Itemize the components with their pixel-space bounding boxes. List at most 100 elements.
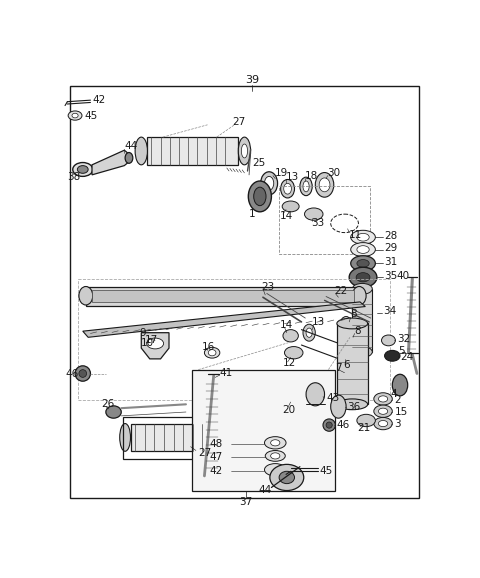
Ellipse shape <box>125 153 133 164</box>
Text: 12: 12 <box>283 358 296 369</box>
Text: 37: 37 <box>240 497 252 507</box>
Ellipse shape <box>384 350 400 361</box>
Text: 23: 23 <box>262 281 275 291</box>
Text: 7: 7 <box>336 363 342 373</box>
Ellipse shape <box>282 201 299 212</box>
Ellipse shape <box>220 431 225 444</box>
Text: 21: 21 <box>357 423 370 433</box>
Ellipse shape <box>254 187 266 206</box>
Ellipse shape <box>352 287 366 305</box>
Text: 36: 36 <box>348 402 361 412</box>
Ellipse shape <box>264 464 286 476</box>
Ellipse shape <box>352 283 372 294</box>
Ellipse shape <box>241 144 248 158</box>
Ellipse shape <box>378 420 388 427</box>
Text: 17: 17 <box>144 335 157 346</box>
Text: 26: 26 <box>101 399 115 409</box>
Ellipse shape <box>303 324 315 341</box>
Text: 27: 27 <box>198 448 212 458</box>
Text: 45: 45 <box>319 466 332 476</box>
Bar <box>279 186 370 254</box>
Bar <box>92 290 354 302</box>
Bar <box>131 424 217 451</box>
Ellipse shape <box>351 230 375 244</box>
Text: 42: 42 <box>92 95 105 105</box>
Text: 8: 8 <box>355 326 361 336</box>
Ellipse shape <box>68 111 82 120</box>
Ellipse shape <box>315 173 334 197</box>
Text: 38: 38 <box>67 172 81 182</box>
Text: 40: 40 <box>397 271 410 281</box>
Text: 47: 47 <box>209 453 222 462</box>
Ellipse shape <box>338 349 351 360</box>
Ellipse shape <box>319 178 330 192</box>
Ellipse shape <box>306 383 324 406</box>
Text: 46: 46 <box>66 369 79 379</box>
Bar <box>78 279 390 401</box>
Ellipse shape <box>72 113 78 118</box>
Ellipse shape <box>238 137 251 165</box>
Ellipse shape <box>248 181 271 212</box>
Text: 8: 8 <box>350 309 357 319</box>
Text: 46: 46 <box>337 420 350 430</box>
Ellipse shape <box>382 335 396 346</box>
Ellipse shape <box>351 243 375 257</box>
Ellipse shape <box>77 166 88 173</box>
Text: 44: 44 <box>124 142 138 151</box>
Ellipse shape <box>304 208 323 220</box>
Ellipse shape <box>392 375 408 396</box>
Ellipse shape <box>270 464 304 491</box>
Text: 29: 29 <box>384 243 398 253</box>
Ellipse shape <box>271 440 280 446</box>
Ellipse shape <box>284 183 291 194</box>
Bar <box>147 137 238 165</box>
Text: 33: 33 <box>312 218 324 228</box>
Text: 31: 31 <box>384 257 398 267</box>
Text: 13: 13 <box>312 317 325 327</box>
Ellipse shape <box>374 405 392 417</box>
Ellipse shape <box>217 424 228 451</box>
Ellipse shape <box>204 347 220 358</box>
Ellipse shape <box>261 172 277 195</box>
Text: 39: 39 <box>245 75 259 85</box>
Ellipse shape <box>357 246 369 253</box>
Text: 10: 10 <box>141 339 155 349</box>
Ellipse shape <box>79 370 86 377</box>
Text: 45: 45 <box>84 110 97 121</box>
Ellipse shape <box>271 453 280 459</box>
Ellipse shape <box>337 318 368 329</box>
Text: 13: 13 <box>286 172 300 182</box>
Text: 27: 27 <box>232 117 245 127</box>
Ellipse shape <box>264 436 286 449</box>
Ellipse shape <box>345 332 357 349</box>
Ellipse shape <box>374 393 392 405</box>
Text: 42: 42 <box>209 466 222 476</box>
Text: 32: 32 <box>397 334 410 344</box>
Text: 41: 41 <box>220 368 233 378</box>
Ellipse shape <box>300 177 312 195</box>
Ellipse shape <box>331 395 346 418</box>
Text: 18: 18 <box>304 171 318 180</box>
Text: 44: 44 <box>258 485 272 495</box>
Ellipse shape <box>279 471 295 484</box>
Ellipse shape <box>265 450 285 461</box>
Ellipse shape <box>285 347 303 359</box>
Polygon shape <box>141 333 169 359</box>
Text: 24: 24 <box>400 353 413 362</box>
Polygon shape <box>83 302 365 338</box>
Ellipse shape <box>357 234 369 241</box>
Text: 30: 30 <box>328 168 341 178</box>
Text: 16: 16 <box>202 342 216 351</box>
Ellipse shape <box>378 396 388 402</box>
Polygon shape <box>92 150 129 175</box>
Ellipse shape <box>349 267 377 287</box>
Ellipse shape <box>120 424 131 451</box>
Ellipse shape <box>75 366 90 381</box>
Text: 48: 48 <box>209 439 222 449</box>
Bar <box>123 417 237 459</box>
Ellipse shape <box>337 399 368 410</box>
Ellipse shape <box>303 181 309 192</box>
Text: 19: 19 <box>275 168 288 178</box>
Text: 11: 11 <box>349 230 362 240</box>
Ellipse shape <box>374 417 392 429</box>
